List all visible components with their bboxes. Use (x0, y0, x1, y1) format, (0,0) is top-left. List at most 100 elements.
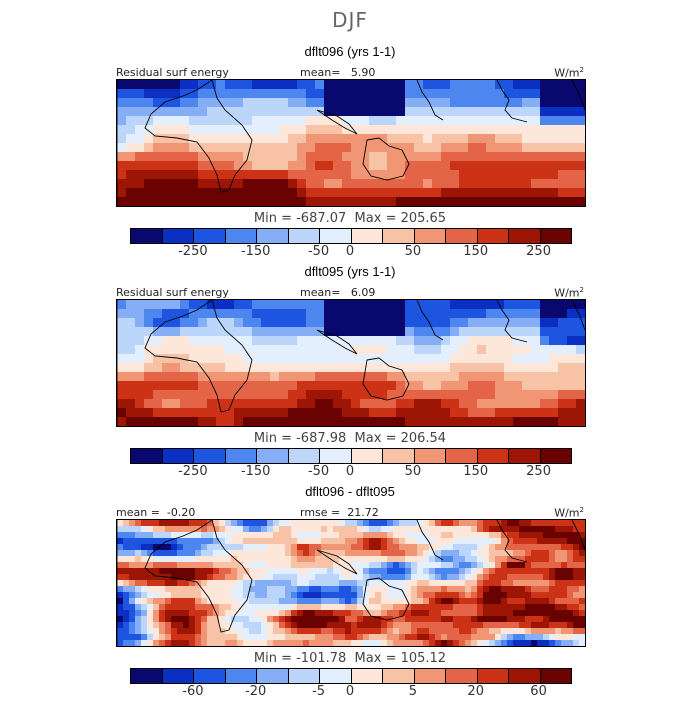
coastline (496, 80, 528, 123)
colorbar-swatch (162, 449, 194, 463)
tick-label: 60 (530, 684, 547, 699)
map-panel-3: dflt096 - dflt095 mean = -0.20 rmse = 21… (0, 484, 700, 714)
colorbar-swatch (194, 669, 226, 683)
tick-label: -250 (178, 464, 208, 479)
colorbar-swatch (194, 229, 226, 243)
colorbar-swatch (477, 449, 509, 463)
colorbar-swatch (257, 669, 289, 683)
colorbar-swatch (162, 229, 194, 243)
map-plot (116, 299, 586, 427)
colorbar-swatch (131, 449, 163, 463)
colorbar-swatch (414, 229, 446, 243)
field-label: Residual surf energy (116, 286, 229, 299)
units-text: W/m (554, 66, 580, 80)
min-max-label: Min = -687.07 Max = 205.65 (253, 211, 447, 226)
colorbar-swatch (320, 229, 352, 243)
colorbar-swatch (288, 669, 320, 683)
colorbar (130, 228, 572, 244)
colorbar-swatch (225, 449, 257, 463)
colorbar-swatch (509, 229, 541, 243)
units-exponent: 2 (579, 66, 584, 74)
units-exponent: 2 (579, 506, 584, 514)
tick-label: 5 (408, 684, 418, 699)
tick-label: -50 (307, 464, 330, 479)
colorbar-swatch (162, 669, 194, 683)
colorbar-swatch (540, 669, 571, 683)
colorbar-swatch (320, 669, 352, 683)
field-label: Residual surf energy (116, 66, 229, 79)
colorbar-swatch (477, 669, 509, 683)
mean-label: mean= 5.90 (300, 66, 376, 79)
colorbar-swatch (351, 669, 383, 683)
colorbar-swatch (509, 669, 541, 683)
colorbar-swatch (446, 669, 478, 683)
map-field (117, 520, 585, 646)
colorbar-swatch (383, 229, 415, 243)
colorbar-swatch (477, 229, 509, 243)
colorbar-swatch (320, 449, 352, 463)
coastline (571, 520, 585, 551)
tick-label: 0 (345, 244, 355, 259)
colorbar (130, 668, 572, 684)
tick-label: 20 (467, 684, 484, 699)
mean-label: mean = -0.20 (116, 506, 196, 519)
colorbar-ticks: -250 -150 -50 0 50 150 250 (130, 464, 570, 480)
units-exponent: 2 (579, 286, 584, 294)
coastline (362, 577, 410, 621)
colorbar-swatch (414, 669, 446, 683)
min-max-label: Min = -101.78 Max = 105.12 (253, 651, 447, 666)
units-text: W/m (554, 506, 580, 520)
colorbar-ticks: -250 -150 -50 0 50 150 250 (130, 244, 570, 260)
colorbar-swatch (446, 449, 478, 463)
min-max-label: Min = -687.98 Max = 206.54 (253, 431, 447, 446)
coastline (144, 520, 253, 633)
colorbar-swatch (288, 229, 320, 243)
colorbar-swatch (194, 449, 226, 463)
map-panel-1: dflt096 (yrs 1-1) Residual surf energy m… (0, 44, 700, 274)
units-label: W/m2 (554, 66, 584, 80)
colorbar-swatch (257, 449, 289, 463)
coastline (496, 520, 528, 563)
coastline (416, 80, 444, 121)
colorbar-swatch (540, 449, 571, 463)
coastline (571, 300, 585, 331)
season-title: DJF (332, 8, 368, 32)
coastline (144, 300, 253, 413)
map-panel-2: dflt095 (yrs 1-1) Residual surf energy m… (0, 264, 700, 494)
colorbar-ticks: -60 -20 -5 0 5 20 60 (130, 684, 570, 700)
tick-label: -5 (312, 684, 326, 699)
map-field (117, 300, 585, 426)
tick-label: -60 (182, 684, 204, 699)
tick-label: -150 (240, 464, 271, 479)
panel-title: dflt095 (yrs 1-1) (304, 264, 396, 279)
tick-label: 50 (404, 464, 422, 479)
coastline (416, 520, 444, 561)
colorbar-swatch (257, 229, 289, 243)
colorbar-swatch (509, 449, 541, 463)
map-plot (116, 79, 586, 207)
tick-label: 50 (404, 244, 422, 259)
tick-label: 0 (345, 464, 355, 479)
coastline (144, 80, 253, 193)
map-field (117, 80, 585, 206)
coastline (316, 109, 358, 135)
colorbar-swatch (414, 449, 446, 463)
coastline (316, 549, 358, 575)
colorbar-swatch (351, 229, 383, 243)
panel-title: dflt096 - dflt095 (305, 484, 395, 499)
colorbar-swatch (540, 229, 571, 243)
colorbar-swatch (383, 669, 415, 683)
coastline (362, 357, 410, 401)
units-label: W/m2 (554, 286, 584, 300)
tick-label: -50 (307, 244, 330, 259)
tick-label: 250 (526, 464, 551, 479)
map-plot (116, 519, 586, 647)
units-text: W/m (554, 286, 580, 300)
colorbar-swatch (225, 669, 257, 683)
tick-label: 250 (526, 244, 551, 259)
tick-label: -20 (245, 684, 267, 699)
coastline (362, 137, 410, 181)
panel-title: dflt096 (yrs 1-1) (304, 44, 396, 59)
mean-label: mean= 6.09 (300, 286, 376, 299)
colorbar-swatch (225, 229, 257, 243)
